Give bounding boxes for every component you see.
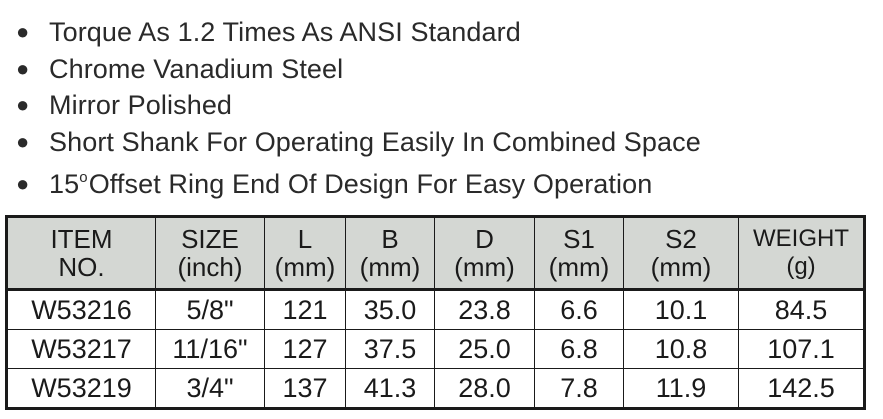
bullet-icon: ● bbox=[16, 171, 30, 196]
spec-table: ITEM NO. SIZE (inch) L (mm) B (mm) D (mm) S1(… bbox=[5, 215, 866, 410]
header-size: SIZE (inch) bbox=[155, 216, 265, 290]
cell-weight: 84.5 bbox=[738, 289, 865, 330]
cell-s1: 6.6 bbox=[534, 289, 624, 330]
cell-s2: 10.1 bbox=[623, 289, 739, 330]
header-weight: WEIGHT (g) bbox=[738, 216, 865, 290]
table-row: W53217 11/16" 127 37.5 25.0 6.8 10.8 107… bbox=[6, 329, 865, 369]
cell-d: 25.0 bbox=[434, 329, 535, 369]
cell-b: 41.3 bbox=[345, 368, 435, 409]
cell-size: 3/4" bbox=[155, 368, 265, 409]
cell-l: 137 bbox=[264, 368, 346, 409]
header-s2: S2 (mm) bbox=[623, 216, 739, 290]
cell-size: 11/16" bbox=[155, 329, 265, 369]
cell-s2: 11.9 bbox=[623, 368, 739, 409]
bullet-icon: ● bbox=[16, 92, 30, 117]
table-header-row: ITEM NO. SIZE (inch) L (mm) B (mm) D (mm) S1(… bbox=[6, 216, 865, 290]
feature-text: Offset Ring End Of Design For Easy Opera… bbox=[88, 169, 653, 199]
cell-b: 37.5 bbox=[345, 329, 435, 369]
header-s1: S1 (mm) bbox=[534, 216, 624, 290]
cell-item-no: W53216 bbox=[6, 289, 156, 330]
cell-weight: 142.5 bbox=[738, 368, 865, 409]
table-row: W53219 3/4" 137 41.3 28.0 7.8 11.9 142.5 bbox=[6, 368, 865, 409]
feature-item: ● Short Shank For Operating Easily In Com… bbox=[16, 124, 701, 161]
bullet-icon: ● bbox=[16, 128, 30, 154]
feature-item: ● 15oOffset Ring End Of Design For Easy O… bbox=[16, 160, 701, 203]
header-l: L (mm) bbox=[264, 216, 346, 290]
feature-item: ● Chrome Vanadium Steel bbox=[16, 51, 701, 88]
cell-s1: 6.8 bbox=[534, 329, 624, 369]
header-b: B (mm) bbox=[345, 216, 435, 290]
cell-s2: 10.8 bbox=[623, 329, 739, 369]
feature-text: Torque As 1.2 Times As ANSI Standard bbox=[49, 17, 521, 47]
feature-text: Mirror Polished bbox=[49, 90, 233, 120]
spec-table-container: ITEM NO. SIZE (inch) L (mm) B (mm) D (mm) S1(… bbox=[5, 215, 866, 410]
feature-offset-angle: 15 bbox=[49, 169, 80, 199]
bullet-icon: ● bbox=[16, 55, 30, 81]
cell-l: 127 bbox=[264, 329, 346, 369]
bullet-icon: ● bbox=[16, 19, 30, 44]
header-d: D (mm) bbox=[434, 216, 535, 290]
cell-weight: 107.1 bbox=[738, 329, 865, 369]
cell-d: 23.8 bbox=[434, 289, 535, 330]
feature-item: ● Mirror Polished bbox=[16, 87, 701, 124]
cell-b: 35.0 bbox=[345, 289, 435, 330]
feature-item: ● Torque As 1.2 Times As ANSI Standard bbox=[16, 14, 701, 51]
cell-d: 28.0 bbox=[434, 368, 535, 409]
cell-size: 5/8" bbox=[155, 289, 265, 330]
header-item-no: ITEM NO. bbox=[6, 216, 156, 290]
cell-l: 121 bbox=[264, 289, 346, 330]
feature-list: ● Torque As 1.2 Times As ANSI Standard ● C… bbox=[16, 14, 701, 203]
feature-text: Short Shank For Operating Easily In Comb… bbox=[49, 126, 701, 157]
degree-symbol: o bbox=[79, 169, 88, 186]
feature-text: Chrome Vanadium Steel bbox=[49, 53, 344, 84]
cell-s1: 7.8 bbox=[534, 368, 624, 409]
cell-item-no: W53217 bbox=[6, 329, 156, 369]
table-row: W53216 5/8" 121 35.0 23.8 6.6 10.1 84.5 bbox=[6, 289, 865, 330]
cell-item-no: W53219 bbox=[6, 368, 156, 409]
